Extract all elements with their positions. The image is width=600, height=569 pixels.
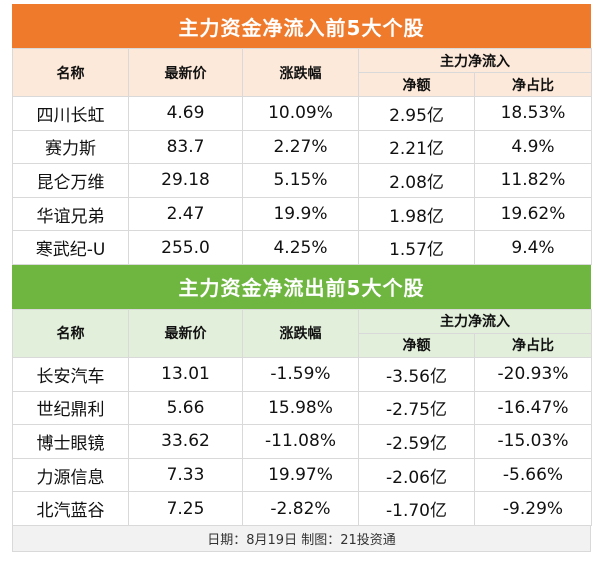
stock-ratio: -15.03% — [474, 424, 592, 459]
header-price: 最新价 — [128, 308, 243, 358]
stock-net: -2.06亿 — [358, 457, 475, 493]
stock-name: 博士眼镜 — [12, 424, 129, 459]
stock-name: 力源信息 — [12, 457, 129, 493]
stock-change: 4.25% — [242, 230, 359, 265]
table-row: 长安汽车 13.01 -1.59% -3.56亿 -20.93% — [12, 356, 592, 392]
stock-change: -1.59% — [242, 356, 359, 392]
stock-change: 10.09% — [242, 96, 359, 131]
stock-price: 7.33 — [128, 457, 243, 493]
stock-price: 7.25 — [128, 491, 243, 526]
table-row: 力源信息 7.33 19.97% -2.06亿 -5.66% — [12, 457, 592, 493]
table-row: 博士眼镜 33.62 -11.08% -2.59亿 -15.03% — [12, 424, 592, 459]
stock-net: -1.70亿 — [358, 491, 475, 526]
stock-ratio: -20.93% — [474, 356, 592, 392]
stock-ratio: -16.47% — [474, 390, 592, 426]
stock-ratio: 9.4% — [474, 230, 592, 265]
stock-name: 北汽蓝谷 — [12, 491, 129, 526]
stock-name: 赛力斯 — [12, 129, 129, 165]
stock-name: 四川长虹 — [12, 96, 129, 131]
stock-ratio: -5.66% — [474, 457, 592, 493]
header-price: 最新价 — [128, 48, 243, 97]
table-row: 赛力斯 83.7 2.27% 2.21亿 4.9% — [12, 129, 592, 165]
stock-price: 83.7 — [128, 129, 243, 165]
stock-ratio: 18.53% — [474, 96, 592, 131]
stock-change: 2.27% — [242, 129, 359, 165]
table-row: 北汽蓝谷 7.25 -2.82% -1.70亿 -9.29% — [12, 491, 592, 526]
outflow-table: 名称 最新价 涨跌幅 主力净流入 净额 净占比 长安汽车 13.01 -1.59… — [12, 308, 592, 526]
stock-price: 29.18 — [128, 163, 243, 198]
stock-change: -11.08% — [242, 424, 359, 459]
stock-price: 2.47 — [128, 196, 243, 232]
stock-change: -2.82% — [242, 491, 359, 526]
table-row: 华谊兄弟 2.47 19.9% 1.98亿 19.62% — [12, 196, 592, 232]
stock-net: -3.56亿 — [358, 356, 475, 392]
stock-net: 2.08亿 — [358, 163, 475, 198]
table-row: 世纪鼎利 5.66 15.98% -2.75亿 -16.47% — [12, 390, 592, 426]
stock-price: 4.69 — [128, 96, 243, 131]
stock-ratio: 19.62% — [474, 196, 592, 232]
stock-name: 世纪鼎利 — [12, 390, 129, 426]
header-name: 名称 — [12, 308, 129, 358]
stock-change: 19.9% — [242, 196, 359, 232]
table-row: 寒武纪-U 255.0 4.25% 1.57亿 9.4% — [12, 230, 592, 265]
stock-price: 33.62 — [128, 424, 243, 459]
stock-name: 华谊兄弟 — [12, 196, 129, 232]
table-row: 四川长虹 4.69 10.09% 2.95亿 18.53% — [12, 96, 592, 131]
header-group: 主力净流入 — [358, 308, 592, 334]
stock-name: 昆仑万维 — [12, 163, 129, 198]
header-net: 净额 — [358, 332, 475, 358]
footer-credit: 日期：8月19日 制图：21投资通 — [12, 525, 591, 552]
stock-change: 15.98% — [242, 390, 359, 426]
header-change: 涨跌幅 — [242, 308, 359, 358]
stock-change: 5.15% — [242, 163, 359, 198]
stock-flow-infographic: 主力资金净流入前5大个股 名称 最新价 涨跌幅 主力净流入 净额 净占比 四川长… — [12, 4, 592, 552]
stock-change: 19.97% — [242, 457, 359, 493]
outflow-title: 主力资金净流出前5大个股 — [12, 264, 591, 309]
stock-ratio: -9.29% — [474, 491, 592, 526]
stock-net: -2.59亿 — [358, 424, 475, 459]
header-net: 净额 — [358, 72, 475, 97]
inflow-title: 主力资金净流入前5大个股 — [12, 4, 591, 48]
stock-name: 寒武纪-U — [12, 230, 129, 265]
header-ratio: 净占比 — [474, 72, 592, 97]
header-ratio: 净占比 — [474, 332, 592, 358]
inflow-table: 名称 最新价 涨跌幅 主力净流入 净额 净占比 四川长虹 4.69 10.09%… — [12, 48, 592, 265]
stock-price: 13.01 — [128, 356, 243, 392]
stock-ratio: 11.82% — [474, 163, 592, 198]
stock-net: 1.98亿 — [358, 196, 475, 232]
stock-price: 5.66 — [128, 390, 243, 426]
stock-name: 长安汽车 — [12, 356, 129, 392]
stock-price: 255.0 — [128, 230, 243, 265]
header-name: 名称 — [12, 48, 129, 97]
header-group: 主力净流入 — [358, 48, 592, 73]
header-change: 涨跌幅 — [242, 48, 359, 97]
table-row: 昆仑万维 29.18 5.15% 2.08亿 11.82% — [12, 163, 592, 198]
stock-net: 1.57亿 — [358, 230, 475, 265]
stock-ratio: 4.9% — [474, 129, 592, 165]
stock-net: -2.75亿 — [358, 390, 475, 426]
stock-net: 2.21亿 — [358, 129, 475, 165]
stock-net: 2.95亿 — [358, 96, 475, 131]
